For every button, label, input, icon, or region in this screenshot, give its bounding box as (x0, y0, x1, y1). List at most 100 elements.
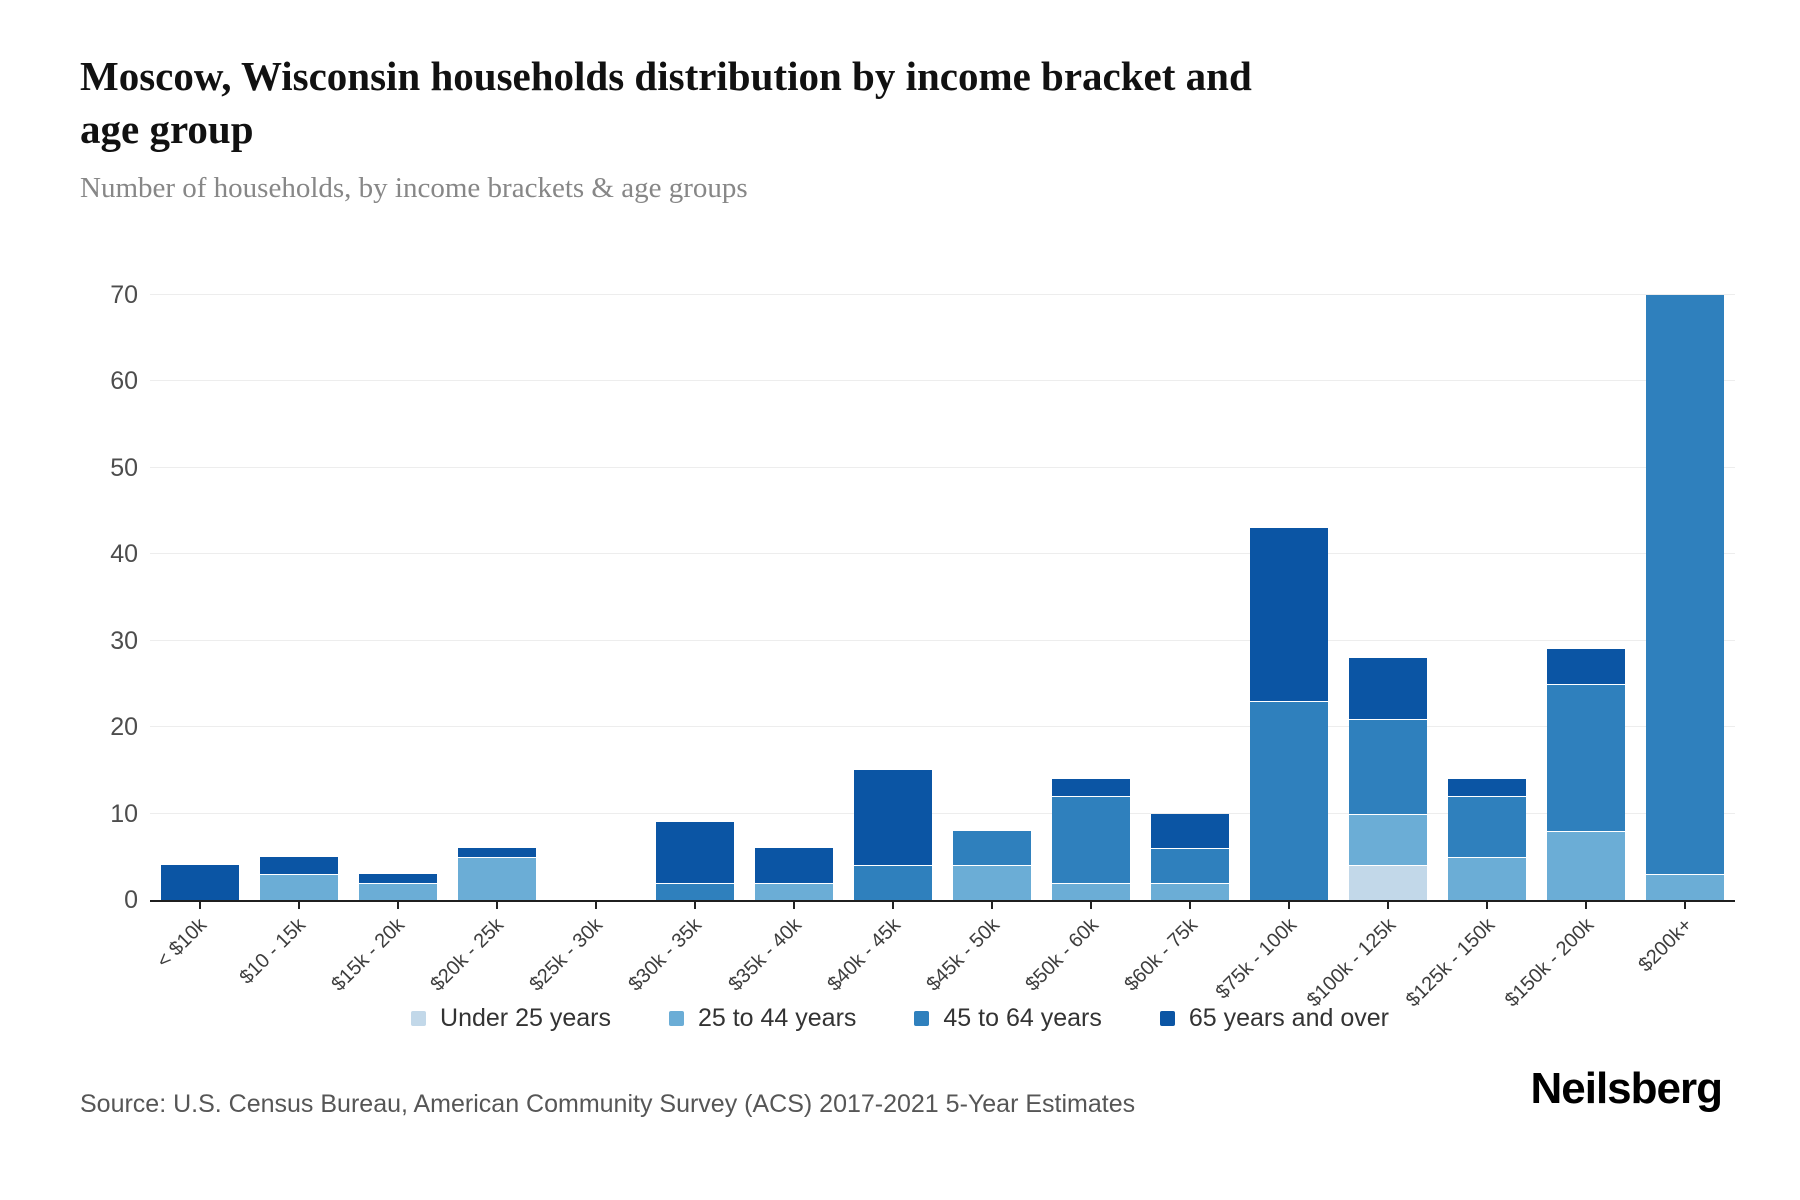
x-axis-tick (1189, 902, 1192, 909)
bar-segment-25 to 44 years[interactable] (1448, 856, 1527, 900)
bar-segment-25 to 44 years[interactable] (1547, 830, 1626, 900)
bar-$10 - 15k[interactable] (259, 856, 338, 900)
y-axis-tick-label: 40 (110, 540, 138, 569)
y-axis-tick-label: 70 (110, 281, 138, 309)
bar-$45k - 50k[interactable] (953, 830, 1032, 900)
legend-item-Under 25 years[interactable]: Under 25 years (411, 1004, 611, 1033)
bar-segment-Under 25 years[interactable] (1349, 865, 1428, 900)
x-axis-tick (396, 902, 399, 909)
legend-item-65 years and over[interactable]: 65 years and over (1159, 1004, 1389, 1033)
x-axis-tick-label: < $10k (152, 914, 212, 973)
bar-$75k - 100k[interactable] (1250, 528, 1329, 900)
bar-segment-25 to 44 years[interactable] (259, 874, 338, 900)
x-axis-tick-label: $40k - 45k (822, 914, 905, 996)
x-axis-tick-label: $25k - 30k (525, 914, 608, 996)
bar-segment-45 to 64 years[interactable] (1646, 295, 1725, 875)
x-axis-tick-label: $100k - 125k (1302, 914, 1400, 1012)
x-axis-tick (991, 902, 994, 909)
bar-$60k - 75k[interactable] (1151, 813, 1230, 900)
bar-segment-45 to 64 years[interactable] (655, 882, 734, 900)
legend: Under 25 years 25 to 44 years 45 to 64 yea… (0, 1004, 1800, 1033)
x-axis-tick-label: $200k+ (1634, 914, 1698, 977)
bar-segment-65 years and over[interactable] (1052, 779, 1131, 797)
x-axis-tick-label: $125k - 150k (1401, 914, 1499, 1012)
x-axis-tick-label: $45k - 50k (921, 914, 1004, 996)
bar-$125k - 150k[interactable] (1448, 779, 1527, 900)
gridline-y30 (150, 639, 1735, 641)
bar-segment-45 to 64 years[interactable] (1151, 848, 1230, 883)
page-title: Moscow, Wisconsin households distributio… (80, 50, 1520, 156)
bar-$150k - 200k[interactable] (1547, 649, 1626, 900)
bar-segment-45 to 64 years[interactable] (1349, 718, 1428, 814)
legend-label: 25 to 44 years (697, 1004, 857, 1032)
bar-segment-65 years and over[interactable] (259, 856, 338, 875)
bar-$200k+[interactable] (1646, 295, 1725, 900)
legend-item-45 to 64 years[interactable]: 45 to 64 years (914, 1004, 1102, 1033)
legend-swatch-icon (411, 1011, 427, 1026)
x-axis-tick (693, 902, 696, 909)
bar-$30k - 35k[interactable] (655, 822, 734, 900)
bar-segment-65 years and over[interactable] (1151, 813, 1230, 849)
bar-$35k - 40k[interactable] (754, 848, 833, 900)
page-title-line1: Moscow, Wisconsin households distributio… (80, 53, 1252, 99)
bar-$20k - 25k[interactable] (457, 848, 536, 900)
bar-segment-45 to 64 years[interactable] (953, 830, 1032, 866)
bar-segment-65 years and over[interactable] (160, 865, 239, 900)
bar-< $10k[interactable] (160, 865, 239, 900)
x-axis-tick (1288, 902, 1291, 909)
chart-subtitle: Number of households, by income brackets… (80, 172, 748, 204)
bar-segment-45 to 64 years[interactable] (1448, 796, 1527, 857)
legend-label: 45 to 64 years (943, 1004, 1102, 1032)
bar-segment-45 to 64 years[interactable] (853, 865, 932, 900)
bar-segment-25 to 44 years[interactable] (1646, 874, 1725, 900)
x-axis-tick (1585, 902, 1588, 909)
x-axis-tick (1684, 902, 1687, 909)
bar-$100k - 125k[interactable] (1349, 658, 1428, 900)
bar-segment-65 years and over[interactable] (1250, 528, 1329, 702)
bar-segment-65 years and over[interactable] (853, 770, 932, 866)
bar-segment-45 to 64 years[interactable] (1250, 701, 1329, 900)
bar-segment-25 to 44 years[interactable] (1349, 813, 1428, 866)
bar-segment-65 years and over[interactable] (1349, 658, 1428, 719)
x-axis-tick (495, 902, 498, 909)
bar-segment-25 to 44 years[interactable] (754, 882, 833, 900)
bar-segment-45 to 64 years[interactable] (1547, 683, 1626, 831)
bar-segment-25 to 44 years[interactable] (1151, 882, 1230, 900)
bar-segment-25 to 44 years[interactable] (1052, 882, 1131, 900)
bar-segment-25 to 44 years[interactable] (953, 865, 1032, 900)
x-axis-tick-label: $50k - 60k (1021, 914, 1103, 996)
bar-segment-65 years and over[interactable] (457, 848, 536, 857)
y-axis-tick-label: 30 (110, 626, 138, 655)
y-axis-tick-label: 50 (110, 453, 138, 482)
legend-item-25 to 44 years[interactable]: 25 to 44 years (668, 1004, 857, 1033)
legend-label: Under 25 years (440, 1004, 611, 1032)
x-axis-tick-label: $20k - 25k (426, 914, 509, 996)
bar-segment-25 to 44 years[interactable] (457, 856, 536, 900)
bar-segment-25 to 44 years[interactable] (358, 882, 437, 900)
bar-segment-65 years and over[interactable] (655, 822, 734, 883)
x-axis-tick (198, 902, 201, 909)
bar-segment-45 to 64 years[interactable] (1052, 796, 1131, 883)
bar-$40k - 45k[interactable] (853, 770, 932, 900)
bar-$15k - 20k[interactable] (358, 874, 437, 900)
legend-swatch-icon (1159, 1011, 1175, 1026)
bar-segment-65 years and over[interactable] (1547, 649, 1626, 684)
y-axis-tick-label: 0 (124, 886, 138, 914)
bar-$50k - 60k[interactable] (1052, 779, 1131, 900)
x-axis-tick-label: $10 - 15k (235, 914, 311, 989)
x-axis-tick (1387, 902, 1390, 909)
x-axis-tick-label: $75k - 100k (1211, 914, 1301, 1004)
x-axis-tick-label: $60k - 75k (1120, 914, 1202, 996)
x-axis-tick (594, 902, 597, 909)
x-axis-tick-label: $35k - 40k (723, 914, 806, 996)
bar-segment-65 years and over[interactable] (754, 848, 833, 883)
plot-area: < $10k $10 - 15k $15k - 20k $20k - 25k $25k … (150, 294, 1735, 1011)
source-note: Source: U.S. Census Bureau, American Com… (80, 1090, 1136, 1118)
neilsberg-logo: Neilsberg (1530, 1064, 1723, 1113)
bar-segment-65 years and over[interactable] (1448, 779, 1527, 797)
gridline-y50 (150, 466, 1735, 468)
bar-segment-65 years and over[interactable] (358, 874, 437, 883)
x-axis-tick (1090, 902, 1093, 909)
legend-label: 65 years and over (1188, 1004, 1389, 1032)
